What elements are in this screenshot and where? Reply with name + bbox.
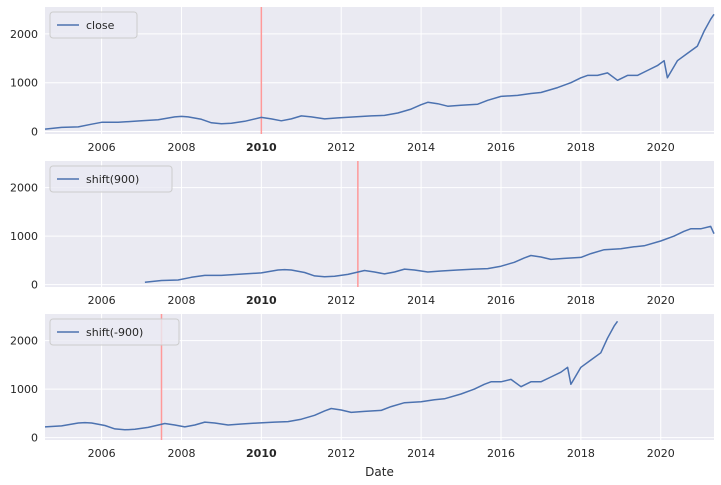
x-tick-label: 2020 <box>647 294 675 307</box>
x-tick-label-highlight: 2010 <box>246 141 277 154</box>
y-tick-label: 0 <box>31 279 38 292</box>
x-tick-label: 2018 <box>567 141 595 154</box>
x-tick-label: 2018 <box>567 447 595 460</box>
x-tick-label: 2020 <box>647 141 675 154</box>
x-tick-label: 2012 <box>327 447 355 460</box>
series-line <box>44 320 619 431</box>
series-line <box>144 225 715 283</box>
x-tick-label: 2020 <box>647 447 675 460</box>
legend-box <box>49 11 138 39</box>
panel-2: 2006 2008 2010 2012 2014 2016 2018 2020 0 1000 200… <box>10 161 715 307</box>
x-tick-label: 2008 <box>167 141 195 154</box>
y-tick-label: 0 <box>31 432 38 445</box>
x-tick-label: 2014 <box>407 447 435 460</box>
x-tick-label: 2016 <box>487 447 515 460</box>
panel-1: 2006 2008 2010 2012 2014 2016 2018 2020 0 1000 200… <box>10 7 715 154</box>
x-tick-label: 2012 <box>327 141 355 154</box>
x-tick-label: 2006 <box>88 141 116 154</box>
legend: shift(-900) <box>49 318 180 346</box>
y-tick-label: 1000 <box>10 230 38 243</box>
plot-background <box>45 7 714 134</box>
x-tick-label: 2018 <box>567 294 595 307</box>
x-tick-label: 2014 <box>407 141 435 154</box>
x-tick-label: 2006 <box>88 447 116 460</box>
legend-label: shift(900) <box>86 173 139 186</box>
legend: shift(900) <box>49 165 173 193</box>
x-tick-label: 2014 <box>407 294 435 307</box>
y-tick-label: 1000 <box>10 77 38 90</box>
y-tick-label: 2000 <box>10 335 38 348</box>
x-tick-label: 2012 <box>327 294 355 307</box>
legend-label: close <box>86 19 115 32</box>
legend: close <box>49 11 138 39</box>
y-tick-label: 0 <box>31 126 38 139</box>
panel-3: 2006 2008 2010 2012 2014 2016 2018 2020 0 1000 200… <box>10 314 714 460</box>
x-tick-label-highlight: 2010 <box>246 294 277 307</box>
x-tick-label: 2006 <box>88 294 116 307</box>
x-tick-label: 2016 <box>487 294 515 307</box>
x-tick-label: 2016 <box>487 141 515 154</box>
legend-box <box>49 165 173 193</box>
x-axis-label: Date <box>365 465 394 479</box>
x-tick-label-highlight: 2010 <box>246 447 277 460</box>
y-tick-label: 1000 <box>10 383 38 396</box>
series-line <box>44 13 715 130</box>
legend-box <box>49 318 180 346</box>
legend-label: shift(-900) <box>86 326 143 339</box>
y-tick-label: 2000 <box>10 182 38 195</box>
y-tick-label: 2000 <box>10 28 38 41</box>
x-tick-label: 2008 <box>167 447 195 460</box>
x-tick-label: 2008 <box>167 294 195 307</box>
